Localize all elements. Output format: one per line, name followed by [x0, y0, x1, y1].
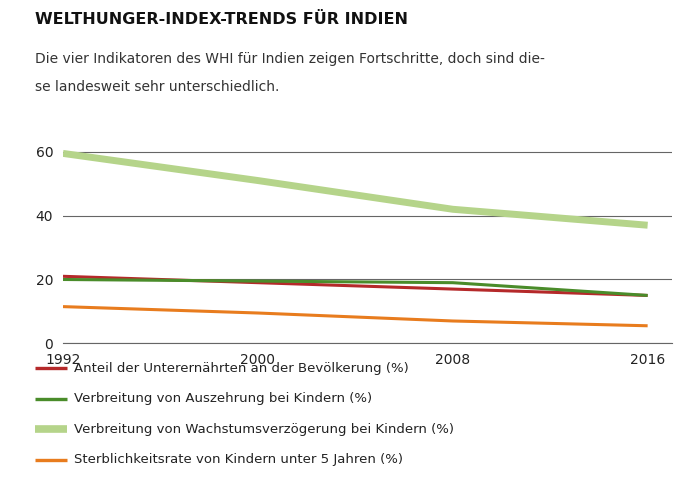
Text: Anteil der Unterernährten an der Bevölkerung (%): Anteil der Unterernährten an der Bevölke… [74, 362, 408, 374]
Text: Die vier Indikatoren des WHI für Indien zeigen Fortschritte, doch sind die-: Die vier Indikatoren des WHI für Indien … [35, 52, 545, 66]
Text: Verbreitung von Wachstumsverzögerung bei Kindern (%): Verbreitung von Wachstumsverzögerung bei… [74, 423, 454, 436]
Text: se landesweit sehr unterschiedlich.: se landesweit sehr unterschiedlich. [35, 80, 279, 94]
Text: WELTHUNGER-INDEX-TRENDS FÜR INDIEN: WELTHUNGER-INDEX-TRENDS FÜR INDIEN [35, 12, 408, 27]
Text: Sterblichkeitsrate von Kindern unter 5 Jahren (%): Sterblichkeitsrate von Kindern unter 5 J… [74, 453, 402, 466]
Text: Verbreitung von Auszehrung bei Kindern (%): Verbreitung von Auszehrung bei Kindern (… [74, 392, 372, 405]
